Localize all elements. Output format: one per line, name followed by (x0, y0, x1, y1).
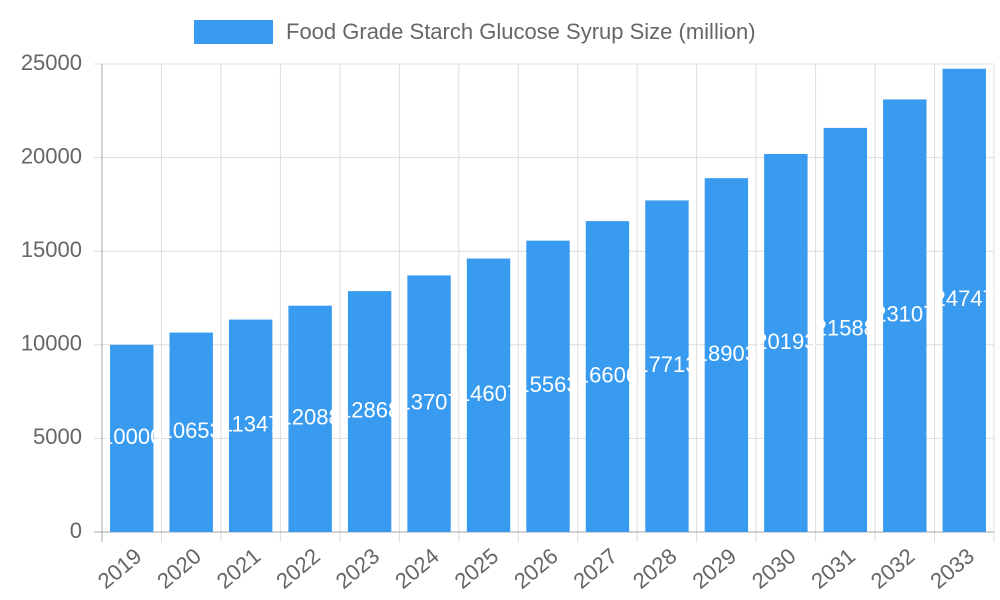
y-tick-label: 15000 (21, 237, 82, 262)
bar (407, 275, 451, 532)
data-label: 12868 (339, 397, 400, 422)
bar (347, 291, 392, 532)
legend-swatch (194, 20, 273, 44)
bar (169, 332, 213, 532)
x-tick-label: 2021 (212, 543, 266, 594)
x-tick-label: 2032 (866, 543, 920, 594)
x-tick-label: 2025 (450, 543, 504, 594)
x-tick-label: 2020 (152, 543, 206, 594)
x-tick-label: 2030 (747, 543, 801, 594)
data-label: 15563 (517, 372, 578, 397)
y-tick-label: 20000 (21, 143, 82, 168)
data-label: 12088 (280, 405, 341, 430)
y-tick-label: 10000 (21, 331, 82, 356)
data-label: 10000 (101, 424, 162, 449)
data-label: 20193 (755, 329, 816, 354)
data-label: 21588 (815, 316, 876, 341)
x-tick-label: 2029 (688, 543, 742, 594)
bar (288, 305, 332, 532)
x-tick-label: 2024 (390, 543, 444, 594)
x-tick-label: 2027 (569, 543, 623, 594)
data-label: 24747 (934, 286, 995, 311)
bar (526, 240, 570, 532)
data-label: 18903 (696, 341, 757, 366)
bar (228, 319, 273, 532)
data-label: 23107 (874, 302, 935, 327)
x-tick-label: 2026 (509, 543, 563, 594)
y-tick-label: 25000 (21, 50, 82, 75)
data-label: 11347 (221, 412, 281, 437)
bar (466, 258, 511, 532)
data-label: 16606 (577, 362, 638, 387)
x-tick-label: 2031 (806, 543, 860, 594)
bar (823, 127, 868, 532)
bar (110, 344, 154, 532)
y-tick-label: 5000 (33, 424, 82, 449)
y-tick-label: 0 (70, 518, 82, 543)
bar (942, 68, 986, 533)
data-label: 17713 (636, 352, 697, 377)
x-tick-label: 2019 (93, 543, 147, 594)
x-tick-label: 2023 (331, 543, 385, 594)
bar (883, 99, 927, 533)
x-tick-label: 2022 (271, 543, 325, 594)
data-label: 13707 (398, 390, 459, 415)
bar (585, 221, 630, 532)
data-label: 10653 (161, 418, 222, 443)
legend-label: Food Grade Starch Glucose Syrup Size (mi… (286, 19, 756, 44)
data-label: 14607 (458, 381, 519, 406)
bar (704, 178, 749, 532)
x-tick-label: 2033 (925, 543, 979, 594)
x-tick-label: 2028 (628, 543, 682, 594)
bar (645, 200, 689, 532)
bar (764, 153, 808, 532)
